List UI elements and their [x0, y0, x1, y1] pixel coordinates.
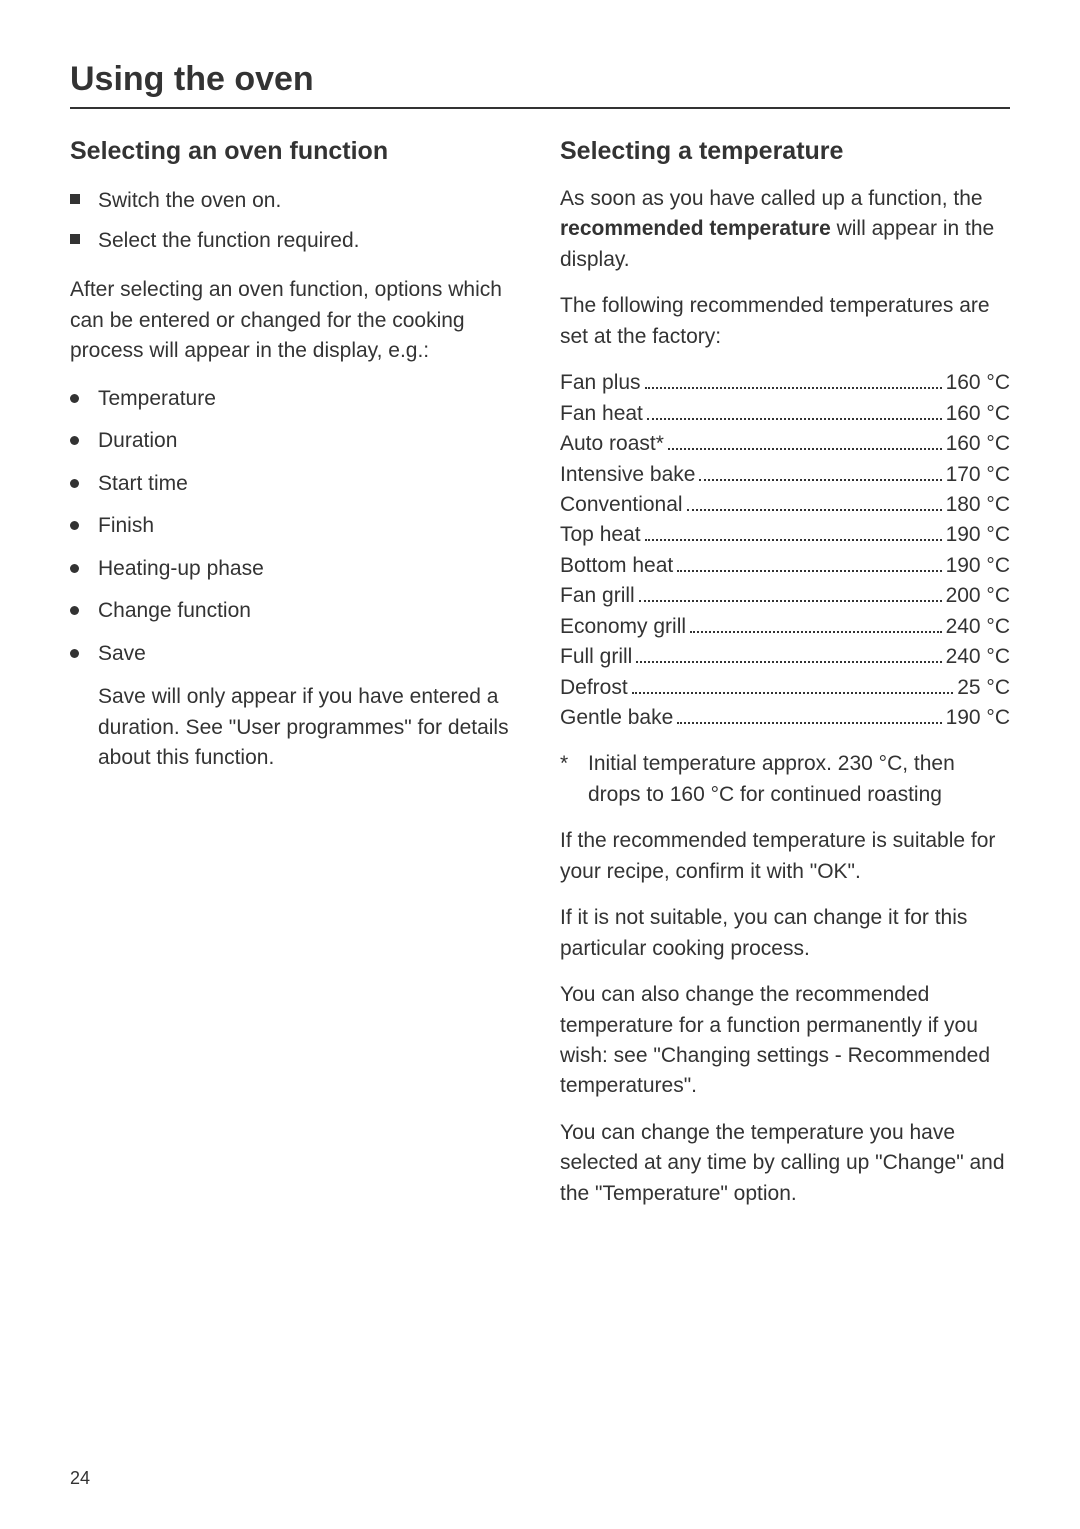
- intro-bold: recommended temperature: [560, 217, 831, 240]
- para-change: If it is not suitable, you can change it…: [560, 903, 1010, 964]
- temp-value: 190 °C: [946, 551, 1010, 581]
- temp-row: Auto roast* 160 °C: [560, 429, 1010, 459]
- temp-row: Fan heat 160 °C: [560, 399, 1010, 429]
- temp-label: Conventional: [560, 490, 683, 520]
- temp-label: Fan plus: [560, 368, 641, 398]
- temp-label: Full grill: [560, 642, 632, 672]
- temp-dots: [636, 661, 941, 663]
- temp-dots: [699, 479, 941, 481]
- option-item: Save: [70, 638, 520, 671]
- temp-value: 200 °C: [946, 581, 1010, 611]
- temp-value: 190 °C: [946, 703, 1010, 733]
- temperature-table: Fan plus 160 °C Fan heat 160 °C Auto roast…: [560, 368, 1010, 733]
- para-anytime: You can change the temperature you have …: [560, 1118, 1010, 1209]
- temp-label: Top heat: [560, 520, 641, 550]
- step-item: Select the function required.: [70, 224, 520, 258]
- temp-value: 160 °C: [946, 368, 1010, 398]
- right-column: Selecting a temperature As soon as you h…: [560, 137, 1010, 1225]
- temp-label: Auto roast*: [560, 429, 664, 459]
- temp-value: 180 °C: [946, 490, 1010, 520]
- left-column: Selecting an oven function Switch the ov…: [70, 137, 520, 1225]
- intro-para: As soon as you have called up a function…: [560, 184, 1010, 275]
- temp-dots: [645, 387, 942, 389]
- right-heading: Selecting a temperature: [560, 137, 1010, 166]
- option-item: Temperature: [70, 383, 520, 416]
- intro-1: As soon as you have called up a function…: [560, 187, 983, 210]
- left-heading: Selecting an oven function: [70, 137, 520, 166]
- temp-value: 190 °C: [946, 520, 1010, 550]
- option-item: Heating-up phase: [70, 553, 520, 586]
- asterisk-note: * Initial temperature approx. 230 °C, th…: [560, 749, 1010, 810]
- temp-dots: [645, 539, 942, 541]
- temp-row: Gentle bake 190 °C: [560, 703, 1010, 733]
- temp-value: 240 °C: [946, 642, 1010, 672]
- temp-label: Fan heat: [560, 399, 643, 429]
- temp-row: Fan plus 160 °C: [560, 368, 1010, 398]
- step-item: Switch the oven on.: [70, 184, 520, 218]
- temp-row: Full grill 240 °C: [560, 642, 1010, 672]
- temp-value: 240 °C: [946, 612, 1010, 642]
- option-item: Change function: [70, 595, 520, 628]
- content-columns: Selecting an oven function Switch the ov…: [70, 137, 1010, 1225]
- page-number: 24: [70, 1468, 90, 1489]
- temp-value: 170 °C: [946, 460, 1010, 490]
- temp-dots: [632, 692, 954, 694]
- temp-label: Gentle bake: [560, 703, 673, 733]
- temp-label: Defrost: [560, 673, 628, 703]
- options-list: Temperature Duration Start time Finish H…: [70, 383, 520, 671]
- temp-dots: [647, 418, 942, 420]
- temp-value: 160 °C: [946, 429, 1010, 459]
- temp-dots: [668, 448, 942, 450]
- temp-dots: [677, 722, 941, 724]
- temp-row: Economy grill 240 °C: [560, 612, 1010, 642]
- temp-dots: [639, 600, 942, 602]
- temp-row: Conventional 180 °C: [560, 490, 1010, 520]
- para-ok: If the recommended temperature is suitab…: [560, 826, 1010, 887]
- temp-dots: [687, 509, 942, 511]
- temp-value: 160 °C: [946, 399, 1010, 429]
- option-item: Finish: [70, 510, 520, 543]
- steps-list: Switch the oven on. Select the function …: [70, 184, 520, 257]
- page-title: Using the oven: [70, 60, 1010, 109]
- asterisk-mark: *: [560, 749, 588, 810]
- option-item: Duration: [70, 425, 520, 458]
- save-note: Save will only appear if you have entere…: [70, 682, 520, 773]
- temp-row: Fan grill 200 °C: [560, 581, 1010, 611]
- temp-label: Intensive bake: [560, 460, 695, 490]
- temp-label: Fan grill: [560, 581, 635, 611]
- temp-label: Economy grill: [560, 612, 686, 642]
- para-permanent: You can also change the recommended temp…: [560, 980, 1010, 1102]
- temp-dots: [677, 570, 941, 572]
- temp-row: Top heat 190 °C: [560, 520, 1010, 550]
- intro-text: After selecting an oven function, option…: [70, 275, 520, 366]
- option-item: Start time: [70, 468, 520, 501]
- temp-row: Defrost 25 °C: [560, 673, 1010, 703]
- temp-row: Intensive bake 170 °C: [560, 460, 1010, 490]
- temp-value: 25 °C: [957, 673, 1010, 703]
- factory-text: The following recommended temperatures a…: [560, 291, 1010, 352]
- asterisk-text: Initial temperature approx. 230 °C, then…: [588, 749, 1010, 810]
- temp-dots: [690, 631, 942, 633]
- temp-row: Bottom heat 190 °C: [560, 551, 1010, 581]
- temp-label: Bottom heat: [560, 551, 673, 581]
